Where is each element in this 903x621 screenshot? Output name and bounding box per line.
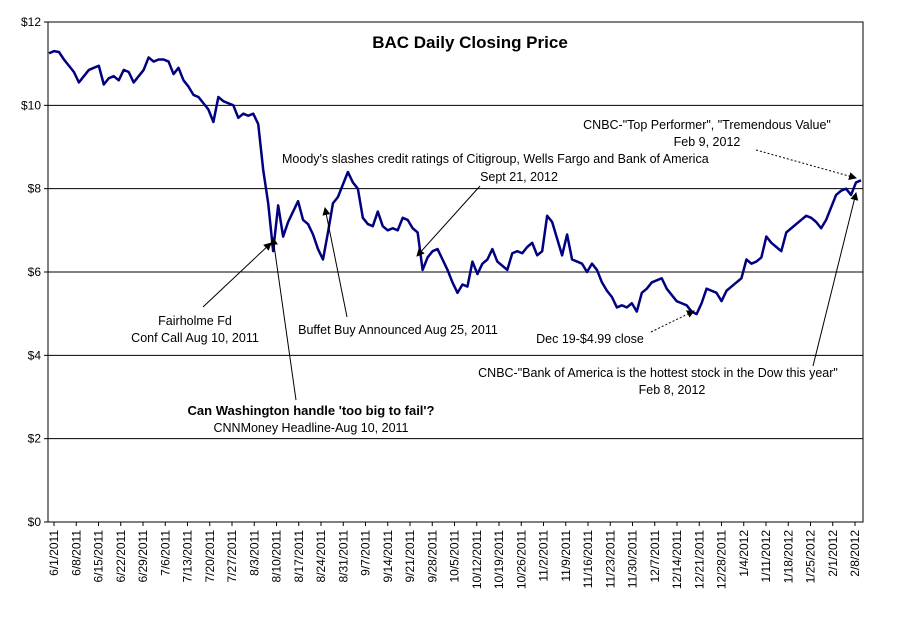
annotation-arrow-cnnmoney <box>270 237 297 401</box>
x-tick-label: 6/8/2011 <box>69 530 83 576</box>
x-tick-label: 8/10/2011 <box>270 530 284 583</box>
annotation-arrow-cnbc-top-performer <box>755 149 857 180</box>
annotation-moodys: Moody's slashes credit ratings of Citigr… <box>282 152 709 184</box>
svg-text:Sept 21, 2012: Sept 21, 2012 <box>480 170 558 184</box>
x-axis-ticks: 6/1/2011 6/8/2011 6/15/2011 6/22/2011 6/29/2… <box>47 522 862 589</box>
x-tick-label: 9/7/2011 <box>359 530 373 576</box>
x-tick-label: 11/9/2011 <box>559 530 573 582</box>
x-tick-label: 1/25/2012 <box>804 530 818 584</box>
chart-title: BAC Daily Closing Price <box>372 33 568 52</box>
x-tick-label: 10/26/2011 <box>514 530 528 589</box>
y-tick-label: $12 <box>21 15 41 29</box>
svg-text:Moody's slashes credit ratings: Moody's slashes credit ratings of Citigr… <box>282 152 709 166</box>
svg-text:Feb 9, 2012: Feb 9, 2012 <box>674 135 741 149</box>
x-tick-label: 8/24/2011 <box>314 530 328 583</box>
annotation-arrow-buffet <box>322 207 348 318</box>
annotation-cnbc-top-performer: CNBC-"Top Performer", "Tremendous Value"… <box>583 118 831 149</box>
series-line-bac <box>48 49 862 316</box>
x-tick-label: 1/18/2012 <box>781 530 795 584</box>
x-tick-label: 2/8/2012 <box>848 530 862 577</box>
x-tick-label: 7/13/2011 <box>181 530 195 583</box>
y-axis-ticks: $0 $2 $4 $6 $8 $10 $12 <box>21 15 48 529</box>
x-tick-label: 7/27/2011 <box>225 530 239 583</box>
x-tick-label: 12/7/2011 <box>648 530 662 583</box>
y-tick-label: $8 <box>28 182 42 196</box>
x-tick-label: 10/19/2011 <box>492 530 506 589</box>
annotation-fairholme: Fairholme Fd Conf Call Aug 10, 2011 <box>131 314 259 345</box>
x-tick-label: 9/14/2011 <box>381 530 395 583</box>
svg-text:Fairholme Fd: Fairholme Fd <box>158 314 232 328</box>
annotation-dec19: Dec 19-$4.99 close <box>536 332 644 346</box>
y-tick-label: $6 <box>28 265 42 279</box>
annotation-buffet: Buffet Buy Announced Aug 25, 2011 <box>298 323 498 337</box>
x-tick-label: 1/11/2012 <box>759 530 773 583</box>
annotation-cnnmoney: Can Washington handle 'too big to fail'?… <box>188 403 435 435</box>
x-tick-label: 6/29/2011 <box>136 530 150 583</box>
x-tick-label: 7/6/2011 <box>158 530 172 576</box>
y-tick-label: $4 <box>28 348 42 362</box>
svg-text:Can Washington handle 'too big: Can Washington handle 'too big to fail'? <box>188 403 435 418</box>
x-tick-label: 11/16/2011 <box>581 530 595 589</box>
svg-text:CNBC-"Top Performer", "Tremend: CNBC-"Top Performer", "Tremendous Value" <box>583 118 831 132</box>
x-tick-label: 8/31/2011 <box>336 530 350 583</box>
svg-text:Feb 8, 2012: Feb 8, 2012 <box>639 383 706 397</box>
x-tick-label: 11/2/2011 <box>537 530 551 582</box>
x-tick-label: 9/28/2011 <box>425 530 439 583</box>
x-tick-label: 7/20/2011 <box>203 530 217 583</box>
y-tick-label: $2 <box>28 432 42 446</box>
annotation-arrow-moodys <box>416 185 481 257</box>
x-tick-label: 10/5/2011 <box>448 530 462 583</box>
grid <box>48 104 863 440</box>
x-tick-label: 10/12/2011 <box>470 530 484 589</box>
x-tick-label: 11/23/2011 <box>603 530 617 589</box>
x-tick-label: 6/15/2011 <box>92 530 106 583</box>
x-tick-label: 12/28/2011 <box>715 530 729 589</box>
svg-text:Conf Call Aug 10, 2011: Conf Call Aug 10, 2011 <box>131 331 259 345</box>
x-tick-label: 1/4/2012 <box>737 530 751 577</box>
x-tick-label: 6/22/2011 <box>114 530 128 583</box>
annotation-arrow-fairholme <box>202 242 272 308</box>
annotation-arrow-cnbc-hottest <box>812 192 859 367</box>
y-tick-label: $10 <box>21 98 41 112</box>
x-tick-label: 2/1/2012 <box>826 530 840 577</box>
x-tick-label: 8/3/2011 <box>247 530 261 576</box>
x-tick-label: 9/21/2011 <box>403 530 417 583</box>
x-tick-label: 11/30/2011 <box>626 530 640 589</box>
annotation-cnbc-hottest: CNBC-"Bank of America is the hottest sto… <box>478 366 838 397</box>
svg-text:CNBC-"Bank of America is the h: CNBC-"Bank of America is the hottest sto… <box>478 366 838 380</box>
x-tick-label: 12/21/2011 <box>692 530 706 589</box>
x-tick-label: 12/14/2011 <box>670 530 684 589</box>
svg-text:CNNMoney Headline-Aug 10, 2011: CNNMoney Headline-Aug 10, 2011 <box>213 421 408 435</box>
y-tick-label: $0 <box>28 515 42 529</box>
x-tick-label: 6/1/2011 <box>47 530 61 576</box>
x-tick-label: 8/17/2011 <box>292 530 306 583</box>
